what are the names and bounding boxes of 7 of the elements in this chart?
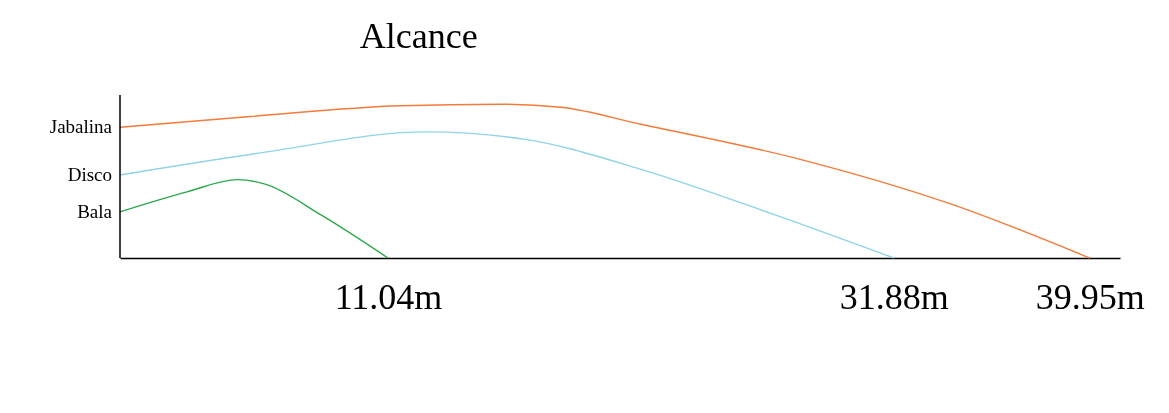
x-tick-label: 39.95m — [1035, 276, 1145, 317]
series-label: Jabalina — [49, 116, 113, 138]
x-tick-label: 31.88m — [839, 276, 949, 317]
x-tick-label: 11.04m — [334, 276, 443, 317]
chart-title: Alcance — [359, 16, 478, 57]
series-label: Bala — [77, 200, 113, 222]
series-label: Disco — [67, 163, 112, 185]
